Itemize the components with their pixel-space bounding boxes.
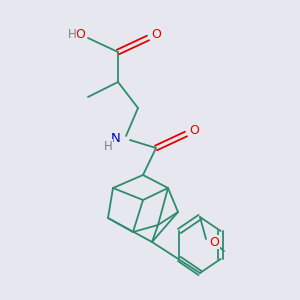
Text: N: N (111, 131, 121, 145)
Text: O: O (75, 28, 85, 40)
Text: O: O (209, 236, 219, 248)
Text: H: H (68, 28, 76, 40)
Text: O: O (189, 124, 199, 136)
Text: O: O (151, 28, 161, 40)
Text: H: H (103, 140, 112, 152)
